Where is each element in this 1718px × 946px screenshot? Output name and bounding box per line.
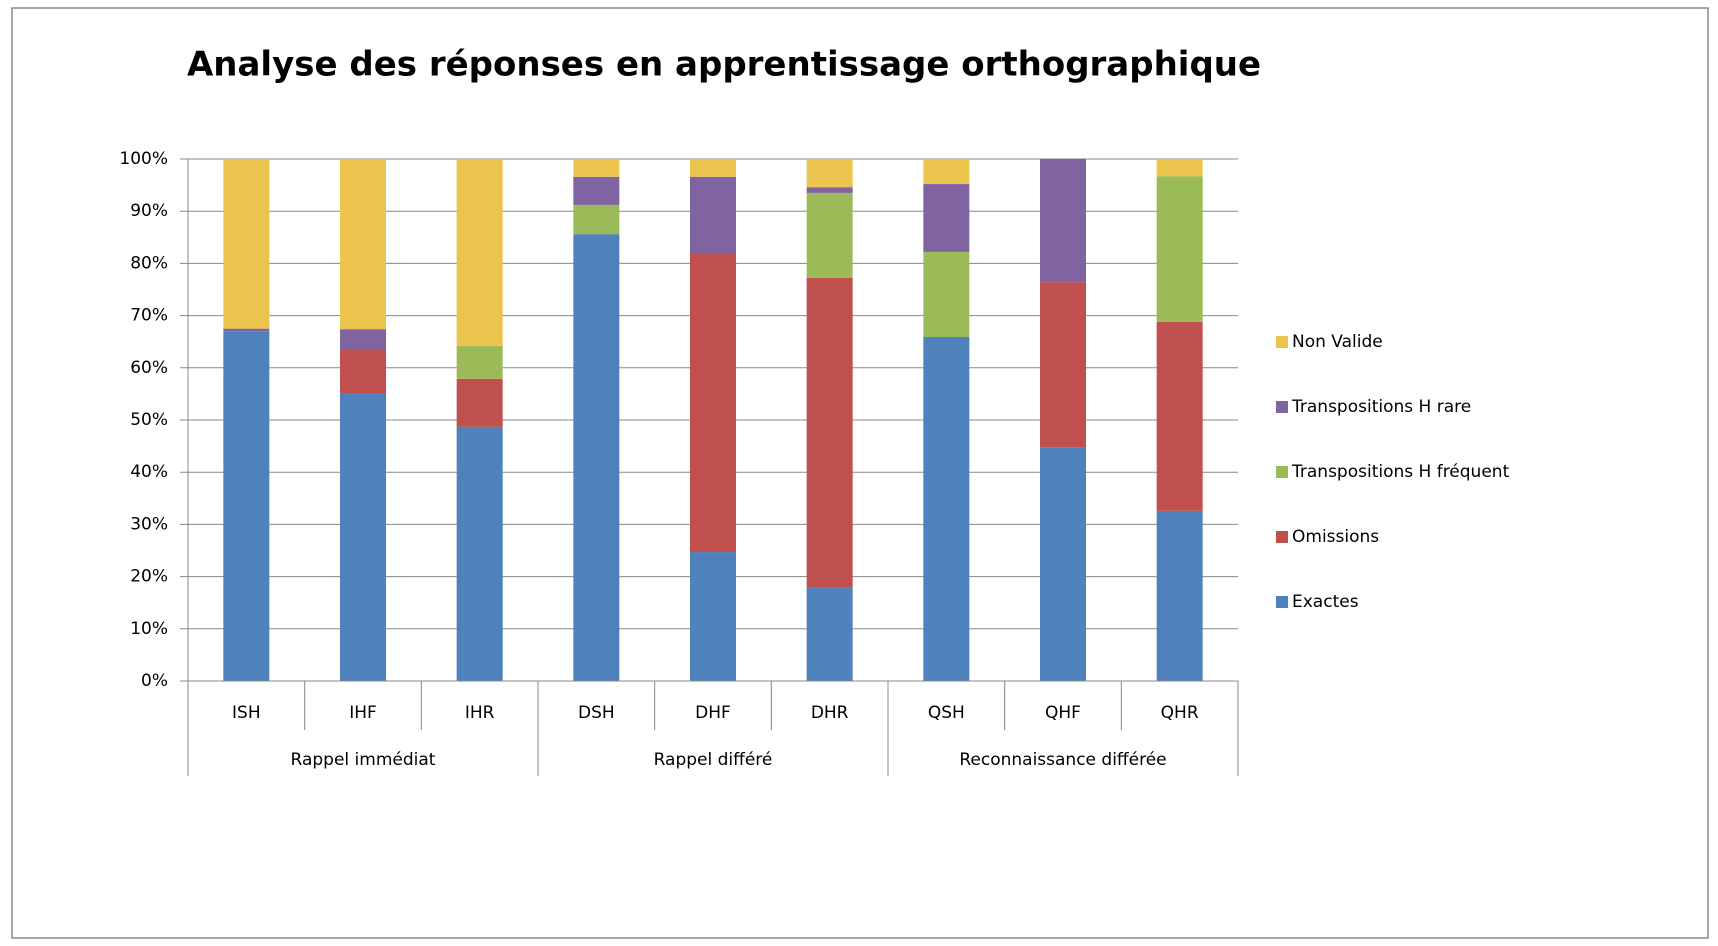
- x-tick-label: QHR: [1161, 703, 1199, 723]
- legend-swatch: [1276, 531, 1288, 543]
- group-label: Reconnaissance différée: [959, 750, 1166, 770]
- bar-segment: [923, 184, 970, 252]
- bar-segment: [456, 378, 503, 427]
- y-tick-label: 0%: [141, 671, 168, 691]
- x-tick-label: DSH: [578, 703, 615, 723]
- bar-segment: [806, 187, 853, 193]
- bar-segment: [923, 251, 970, 338]
- bar-segment: [690, 176, 736, 255]
- bar-segment: [1156, 510, 1203, 681]
- bar-segment: [456, 345, 503, 379]
- bar-segment: [1156, 176, 1203, 322]
- x-tick-label: DHR: [811, 703, 849, 723]
- bar-segment: [573, 176, 620, 205]
- bar-segment: [923, 159, 970, 185]
- x-tick-label: QHF: [1045, 703, 1081, 723]
- group-label: Rappel différé: [654, 750, 773, 770]
- bar-segment: [690, 552, 736, 681]
- bar-segment: [1040, 282, 1086, 448]
- y-tick-label: 60%: [130, 358, 168, 378]
- x-tick-label: DHF: [695, 703, 731, 723]
- bar-segment: [806, 587, 853, 681]
- bar-segment: [573, 159, 620, 177]
- bar-segment: [456, 426, 503, 681]
- y-tick-label: 70%: [130, 306, 168, 326]
- bar-segment: [1156, 159, 1203, 177]
- bar-segment: [1040, 159, 1086, 283]
- legend-swatch: [1276, 596, 1288, 608]
- bar-segment: [223, 331, 270, 681]
- legend-swatch: [1276, 466, 1288, 478]
- legend-label: Non Valide: [1292, 332, 1383, 352]
- bar-segment: [690, 254, 736, 553]
- y-tick-label: 10%: [130, 619, 168, 639]
- bar-segment: [456, 159, 503, 346]
- y-tick-label: 100%: [119, 149, 168, 169]
- y-tick-label: 20%: [130, 567, 168, 587]
- y-tick-label: 40%: [130, 462, 168, 482]
- x-tick-label: ISH: [232, 703, 261, 723]
- chart-title: Analyse des réponses en apprentissage or…: [187, 45, 1261, 85]
- bar-segment: [340, 349, 386, 394]
- legend-label: Transpositions H rare: [1291, 397, 1471, 417]
- bar-segment: [223, 159, 270, 329]
- bar-segment: [340, 393, 386, 681]
- x-tick-label: IHR: [465, 703, 495, 723]
- y-tick-label: 50%: [130, 410, 168, 430]
- legend-label: Transpositions H fréquent: [1291, 462, 1510, 482]
- bar-segment: [573, 204, 620, 235]
- bar-segment: [806, 192, 853, 279]
- y-tick-label: 80%: [130, 253, 168, 273]
- chart-frame: [11, 7, 1709, 939]
- legend-label: Exactes: [1292, 592, 1359, 612]
- bar-segment: [690, 159, 736, 177]
- group-label: Rappel immédiat: [291, 750, 436, 770]
- bar-segment: [340, 329, 386, 350]
- legend-label: Omissions: [1292, 527, 1379, 547]
- bar-segment: [806, 278, 853, 588]
- bar-segment: [223, 328, 270, 332]
- x-tick-label: IHF: [349, 703, 377, 723]
- legend-swatch: [1276, 401, 1288, 413]
- bar-segment: [1040, 447, 1086, 681]
- bar-segment: [923, 337, 970, 681]
- bar-segment: [340, 159, 386, 330]
- x-tick-label: QSH: [928, 703, 965, 723]
- bar-segment: [806, 159, 853, 188]
- y-tick-label: 90%: [130, 201, 168, 221]
- y-tick-label: 30%: [130, 514, 168, 534]
- bar-segment: [573, 234, 620, 681]
- legend-swatch: [1276, 336, 1288, 348]
- bar-segment: [1156, 321, 1203, 511]
